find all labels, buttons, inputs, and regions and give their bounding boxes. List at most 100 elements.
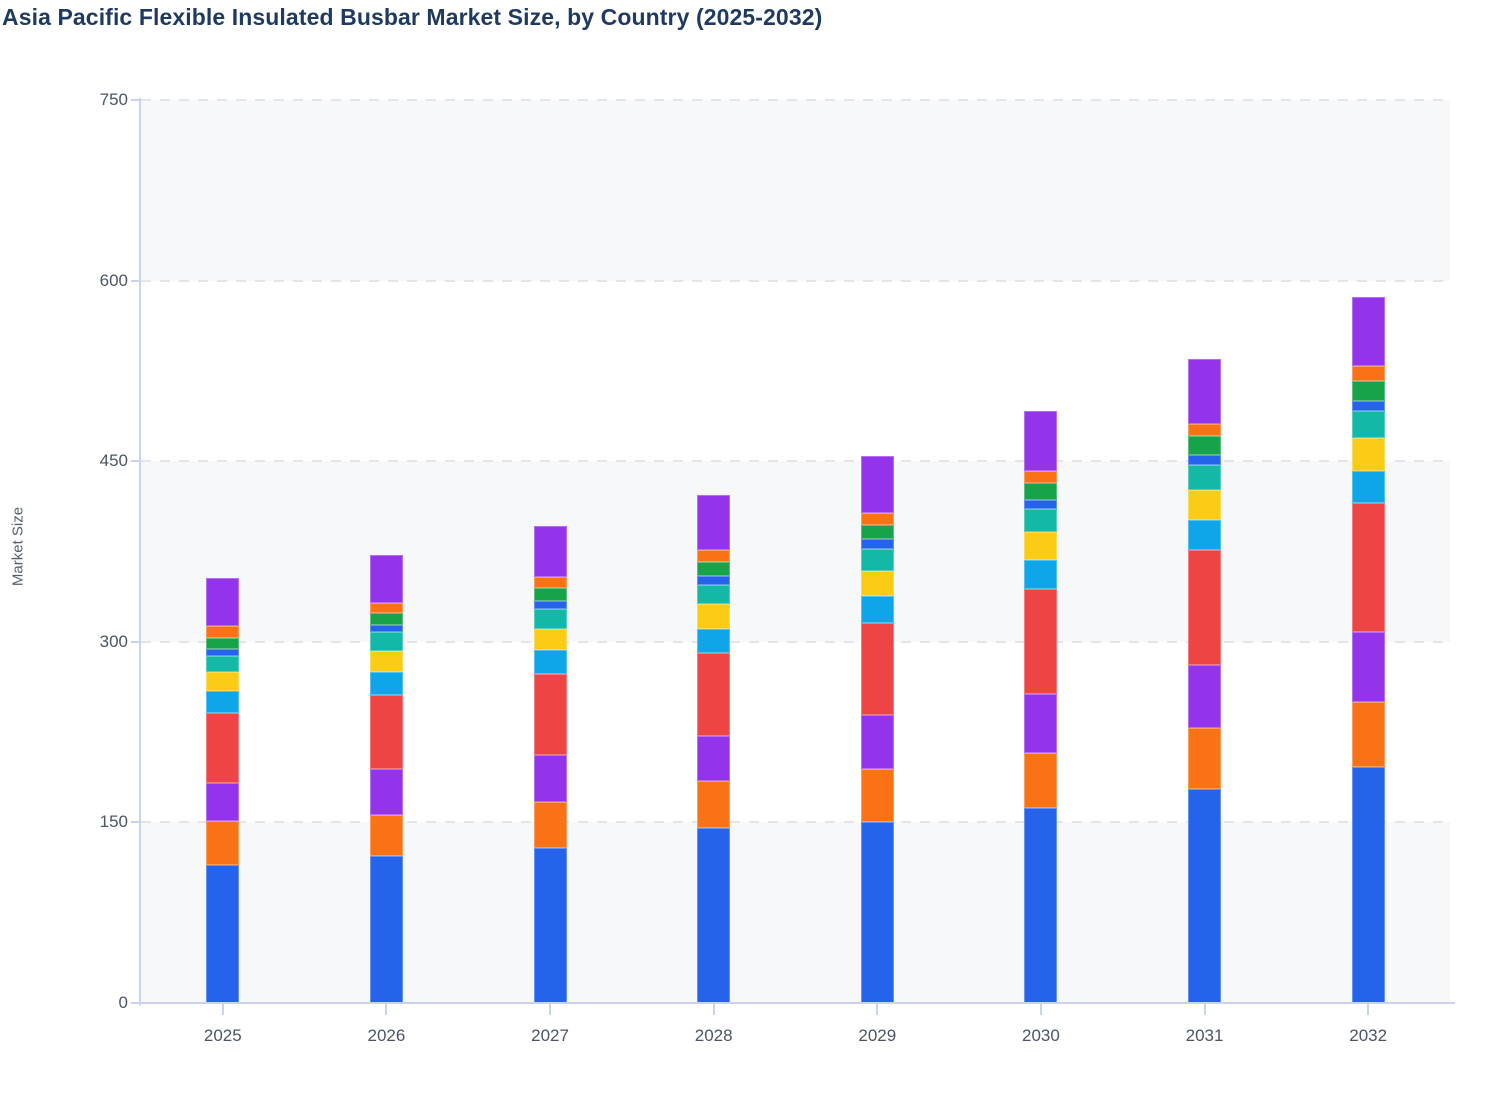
- bar-segment-2029-segment-10-orange[interactable]: [860, 512, 894, 525]
- bar-segment-2032-segment-1-blue[interactable]: [1351, 767, 1385, 1003]
- gridline: [141, 460, 1450, 463]
- bar-segment-2028-segment-11-purple[interactable]: [697, 494, 731, 551]
- bar-segment-2031-segment-4-red[interactable]: [1188, 550, 1222, 665]
- bar-segment-2030-segment-11-purple[interactable]: [1024, 410, 1058, 471]
- y-axis-tick: [131, 460, 139, 463]
- bar-segment-2029-segment-9-green[interactable]: [860, 525, 894, 540]
- bar-segment-2031-segment-10-orange[interactable]: [1188, 423, 1222, 436]
- gridline: [141, 821, 1450, 824]
- y-axis-tick: [131, 821, 139, 824]
- bar-segment-2025-segment-7-teal[interactable]: [206, 656, 240, 672]
- bar-segment-2030-segment-3-purple[interactable]: [1024, 693, 1058, 753]
- bar-segment-2030-segment-10-orange[interactable]: [1024, 470, 1058, 483]
- bar-segment-2032-segment-3-purple[interactable]: [1351, 632, 1385, 702]
- bar-segment-2026-segment-3-purple[interactable]: [369, 769, 403, 816]
- bar-segment-2031-segment-5-sky[interactable]: [1188, 520, 1222, 551]
- bar-segment-2031-segment-8-blue[interactable]: [1188, 455, 1222, 465]
- bar-segment-2027-segment-5-sky[interactable]: [533, 650, 567, 675]
- bar-segment-2025-segment-2-orange[interactable]: [206, 821, 240, 865]
- y-axis-tick: [131, 1002, 139, 1004]
- bar-segment-2031-segment-3-purple[interactable]: [1188, 664, 1222, 729]
- bar-segment-2031-segment-6-yellow[interactable]: [1188, 490, 1222, 521]
- bar-segment-2026-segment-4-red[interactable]: [369, 694, 403, 770]
- bar-segment-2027-segment-10-orange[interactable]: [533, 576, 567, 588]
- bar-segment-2030-segment-2-orange[interactable]: [1024, 752, 1058, 808]
- gridline: [141, 279, 1450, 282]
- bar-segment-2029-segment-8-blue[interactable]: [860, 539, 894, 550]
- bar-segment-2029-segment-2-orange[interactable]: [860, 769, 894, 823]
- bar-segment-2028-segment-9-green[interactable]: [697, 562, 731, 576]
- bar-segment-2029-segment-4-red[interactable]: [860, 622, 894, 716]
- bar-segment-2030-segment-1-blue[interactable]: [1024, 807, 1058, 1003]
- bar-segment-2031-segment-11-purple[interactable]: [1188, 358, 1222, 424]
- bar-segment-2025-segment-1-blue[interactable]: [206, 864, 240, 1003]
- bar-segment-2026-segment-5-sky[interactable]: [369, 671, 403, 695]
- bar-segment-2028-segment-2-orange[interactable]: [697, 781, 731, 829]
- bar-segment-2028-segment-5-sky[interactable]: [697, 628, 731, 653]
- bar-segment-2030-segment-5-sky[interactable]: [1024, 559, 1058, 589]
- bar-segment-2030-segment-6-yellow[interactable]: [1024, 532, 1058, 560]
- bar-segment-2028-segment-6-yellow[interactable]: [697, 604, 731, 629]
- bar-segment-2031-segment-9-green[interactable]: [1188, 435, 1222, 456]
- bar-segment-2027-segment-3-purple[interactable]: [533, 754, 567, 802]
- bar-segment-2031-segment-7-teal[interactable]: [1188, 464, 1222, 491]
- y-axis-tick: [131, 640, 139, 643]
- bar-segment-2029-segment-5-sky[interactable]: [860, 596, 894, 623]
- bar-segment-2025-segment-3-purple[interactable]: [206, 782, 240, 822]
- bar-segment-2025-segment-9-green[interactable]: [206, 638, 240, 650]
- background-band: [141, 280, 1450, 462]
- bar-segment-2030-segment-9-green[interactable]: [1024, 482, 1058, 500]
- bar-segment-2032-segment-7-teal[interactable]: [1351, 410, 1385, 439]
- bar-segment-2025-segment-8-blue[interactable]: [206, 649, 240, 657]
- bar-segment-2027-segment-2-orange[interactable]: [533, 801, 567, 848]
- bar-segment-2032-segment-4-red[interactable]: [1351, 503, 1385, 633]
- bar-segment-2025-segment-11-purple[interactable]: [206, 577, 240, 627]
- bar-segment-2029-segment-1-blue[interactable]: [860, 822, 894, 1003]
- bar-segment-2032-segment-9-green[interactable]: [1351, 380, 1385, 401]
- bar-segment-2027-segment-1-blue[interactable]: [533, 847, 567, 1003]
- bar-segment-2028-segment-4-red[interactable]: [697, 652, 731, 736]
- bar-segment-2030-segment-4-red[interactable]: [1024, 588, 1058, 694]
- x-axis-tick: [712, 1004, 715, 1015]
- bar-segment-2028-segment-10-orange[interactable]: [697, 550, 731, 563]
- bar-segment-2026-segment-10-orange[interactable]: [369, 603, 403, 613]
- bar-segment-2028-segment-8-blue[interactable]: [697, 575, 731, 586]
- bar-segment-2026-segment-11-purple[interactable]: [369, 555, 403, 604]
- bar-segment-2026-segment-8-blue[interactable]: [369, 624, 403, 633]
- bar-segment-2029-segment-3-purple[interactable]: [860, 715, 894, 770]
- bar-segment-2032-segment-10-orange[interactable]: [1351, 366, 1385, 381]
- bar-segment-2032-segment-5-sky[interactable]: [1351, 470, 1385, 504]
- bar-segment-2026-segment-1-blue[interactable]: [369, 856, 403, 1003]
- bar-segment-2027-segment-11-purple[interactable]: [533, 526, 567, 577]
- bar-segment-2025-segment-10-orange[interactable]: [206, 626, 240, 639]
- bar-segment-2026-segment-7-teal[interactable]: [369, 632, 403, 652]
- bar-segment-2026-segment-6-yellow[interactable]: [369, 651, 403, 672]
- background-band: [141, 461, 1450, 642]
- bar-segment-2025-segment-4-red[interactable]: [206, 712, 240, 783]
- bar-segment-2025-segment-6-yellow[interactable]: [206, 671, 240, 692]
- bar-segment-2032-segment-2-orange[interactable]: [1351, 702, 1385, 768]
- bar-segment-2031-segment-1-blue[interactable]: [1188, 788, 1222, 1003]
- bar-segment-2027-segment-4-red[interactable]: [533, 674, 567, 755]
- bar-segment-2028-segment-7-teal[interactable]: [697, 585, 731, 605]
- bar-segment-2027-segment-6-yellow[interactable]: [533, 628, 567, 651]
- y-tick-label: 300: [99, 631, 128, 651]
- bar-segment-2027-segment-8-blue[interactable]: [533, 600, 567, 610]
- bar-segment-2032-segment-8-blue[interactable]: [1351, 401, 1385, 411]
- bar-segment-2030-segment-8-blue[interactable]: [1024, 499, 1058, 510]
- bar-segment-2032-segment-6-yellow[interactable]: [1351, 438, 1385, 471]
- bar-segment-2027-segment-9-green[interactable]: [533, 587, 567, 601]
- bar-segment-2028-segment-3-purple[interactable]: [697, 735, 731, 782]
- bar-segment-2029-segment-7-teal[interactable]: [860, 549, 894, 571]
- bar-segment-2030-segment-7-teal[interactable]: [1024, 509, 1058, 533]
- bar-segment-2028-segment-1-blue[interactable]: [697, 828, 731, 1003]
- gridline: [141, 640, 1450, 643]
- bar-segment-2027-segment-7-teal[interactable]: [533, 609, 567, 629]
- bar-segment-2029-segment-11-purple[interactable]: [860, 456, 894, 513]
- bar-segment-2029-segment-6-yellow[interactable]: [860, 570, 894, 597]
- bar-segment-2032-segment-11-purple[interactable]: [1351, 297, 1385, 367]
- bar-segment-2026-segment-9-green[interactable]: [369, 612, 403, 625]
- bar-segment-2025-segment-5-sky[interactable]: [206, 691, 240, 713]
- bar-segment-2026-segment-2-orange[interactable]: [369, 815, 403, 857]
- bar-segment-2031-segment-2-orange[interactable]: [1188, 728, 1222, 789]
